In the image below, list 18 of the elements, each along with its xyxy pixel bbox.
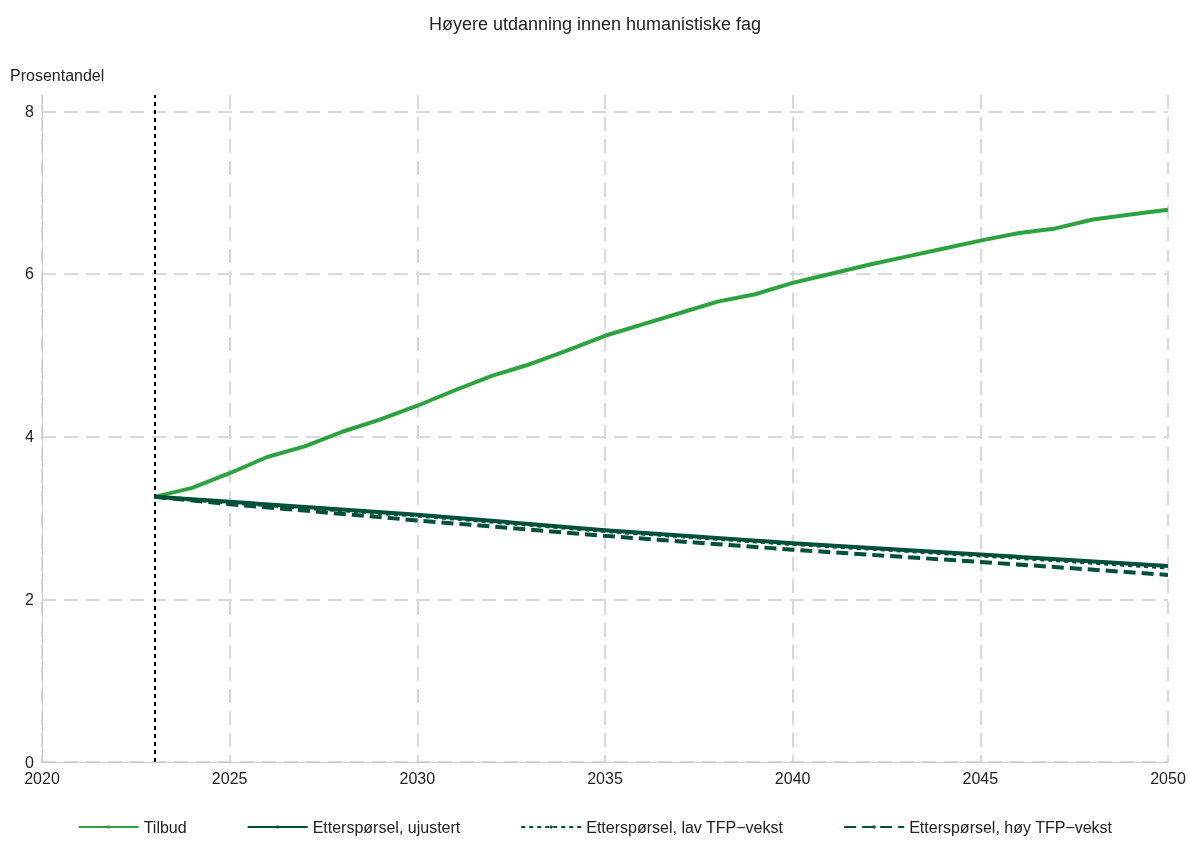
x-tick-label: 2050 [1150, 769, 1186, 787]
legend-label: Etterspørsel, lav TFP−vekst [586, 818, 784, 836]
x-tick-label: 2035 [587, 769, 623, 787]
y-axis-title: Prosentandel [10, 66, 105, 84]
x-tick-label: 2020 [24, 769, 60, 787]
y-tick-label: 0 [25, 753, 35, 771]
legend-label: Etterspørsel, høy TFP−vekst [909, 818, 1113, 836]
chart-title: Høyere utdanning innen humanistiske fag [428, 14, 762, 34]
y-tick-label: 8 [25, 102, 35, 120]
legend-label: Etterspørsel, ujustert [312, 818, 461, 836]
x-tick-label: 2025 [211, 769, 248, 787]
legend-label: Tilbud [143, 818, 187, 836]
x-tick-label: 2045 [962, 769, 999, 787]
y-tick-label: 2 [25, 590, 35, 608]
y-tick-label: 4 [25, 428, 35, 446]
x-tick-label: 2030 [399, 769, 436, 787]
y-tick-label: 6 [25, 265, 35, 283]
x-tick-label: 2040 [774, 769, 811, 787]
